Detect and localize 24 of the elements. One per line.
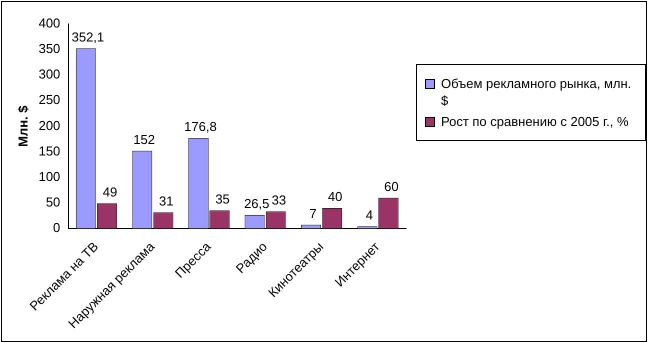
y-tick-label: 300: [38, 66, 60, 82]
y-tick-label: 350: [38, 41, 60, 56]
legend-label: Рост по сравнению с 2005 г., %: [441, 113, 629, 130]
data-label: 352,1: [72, 30, 104, 45]
data-label: 33: [272, 192, 286, 208]
data-label: 49: [102, 184, 118, 200]
data-label: 26,5: [244, 196, 270, 211]
y-tick-label: 400: [38, 16, 60, 31]
data-label: 4: [366, 207, 373, 222]
y-tick-label: 0: [53, 220, 60, 235]
data-label: 31: [159, 194, 174, 209]
y-tick-label: 250: [38, 92, 60, 108]
y-tick-label: 100: [38, 168, 60, 184]
data-label: 7: [309, 206, 317, 221]
data-label: 60: [384, 178, 399, 194]
y-tick-label: 50: [46, 194, 60, 210]
legend-label: Объем рекламного рынка, млн. $: [441, 75, 632, 109]
data-label: 152: [133, 132, 156, 147]
data-label: 40: [328, 189, 342, 204]
data-label: 176,8: [184, 119, 217, 134]
y-tick-label: 200: [38, 118, 60, 133]
y-tick-label: 150: [38, 143, 60, 158]
y-axis-title: Млн. $: [15, 104, 30, 147]
data-label: 35: [215, 192, 230, 207]
